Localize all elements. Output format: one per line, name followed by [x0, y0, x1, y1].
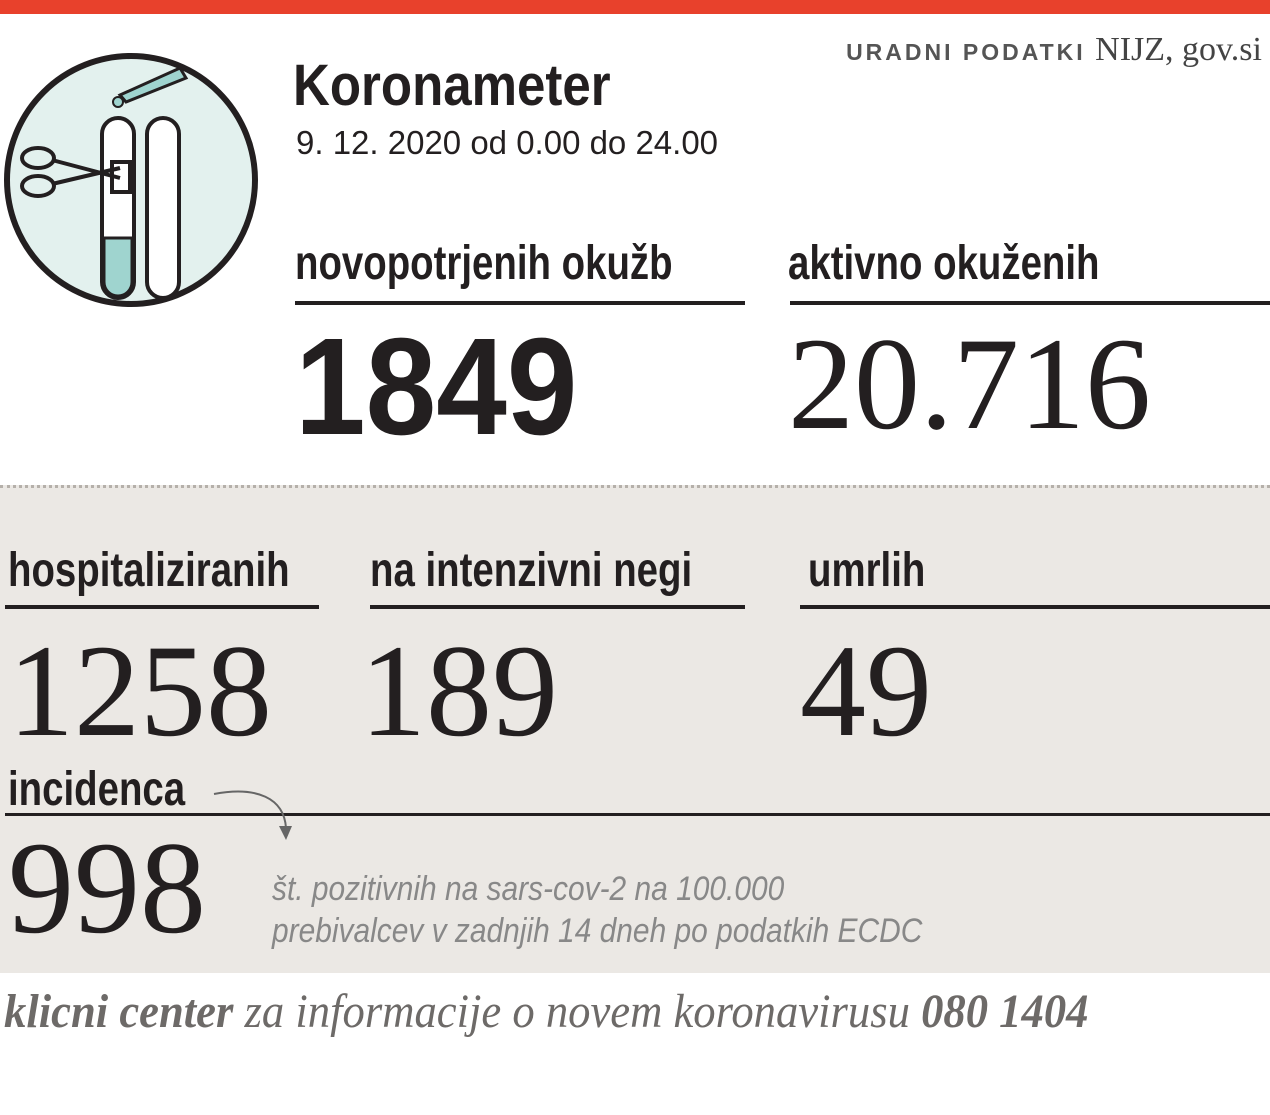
footer: klicni center za informacije o novem kor… — [4, 984, 1088, 1039]
stat-label: umrlih — [808, 544, 926, 597]
incidence-value: 998 — [8, 814, 206, 961]
date: 9. 12. 2020 od 0.00 do 24.00 — [296, 124, 719, 161]
stat-value: 1849 — [295, 310, 578, 464]
source: URADNI PODATKI NIJZ, gov.si — [846, 30, 1262, 69]
panel — [0, 485, 1270, 973]
stat-label: novopotrjenih okužb — [295, 237, 673, 290]
rule — [297, 813, 1270, 816]
stat-label: na intenzivni negi — [370, 544, 693, 597]
incidence-note: št. pozitivnih na sars-cov-2 na 100.000 … — [272, 868, 922, 952]
title: Koronameter — [293, 53, 611, 118]
incidence-label: incidenca — [8, 763, 186, 816]
rule — [790, 301, 1270, 305]
rule — [295, 301, 745, 305]
note-line: št. pozitivnih na sars-cov-2 na 100.000 — [272, 870, 785, 908]
rule — [5, 605, 319, 609]
stat-value: 20.716 — [788, 310, 1151, 457]
source-name: NIJZ, gov.si — [1095, 31, 1262, 68]
rule — [800, 605, 1270, 609]
stat-value: 189 — [360, 617, 558, 764]
arrow — [213, 790, 292, 840]
footer-phone: 080 1404 — [921, 985, 1089, 1038]
footer-text: za informacije o novem koronavirusu — [244, 985, 910, 1038]
source-label: URADNI PODATKI — [846, 39, 1086, 65]
stat-label: hospitaliziranih — [8, 544, 290, 597]
rule — [5, 813, 297, 816]
stat-value: 1258 — [8, 617, 272, 764]
stat-value: 49 — [800, 617, 932, 764]
top-bar — [0, 0, 1270, 14]
stat-label: aktivno okuženih — [788, 237, 1100, 290]
note-line: prebivalcev v zadnjih 14 dneh po podatki… — [272, 912, 923, 950]
footer-lead: klicni center — [4, 985, 234, 1038]
icon — [4, 53, 258, 307]
rule — [370, 605, 745, 609]
